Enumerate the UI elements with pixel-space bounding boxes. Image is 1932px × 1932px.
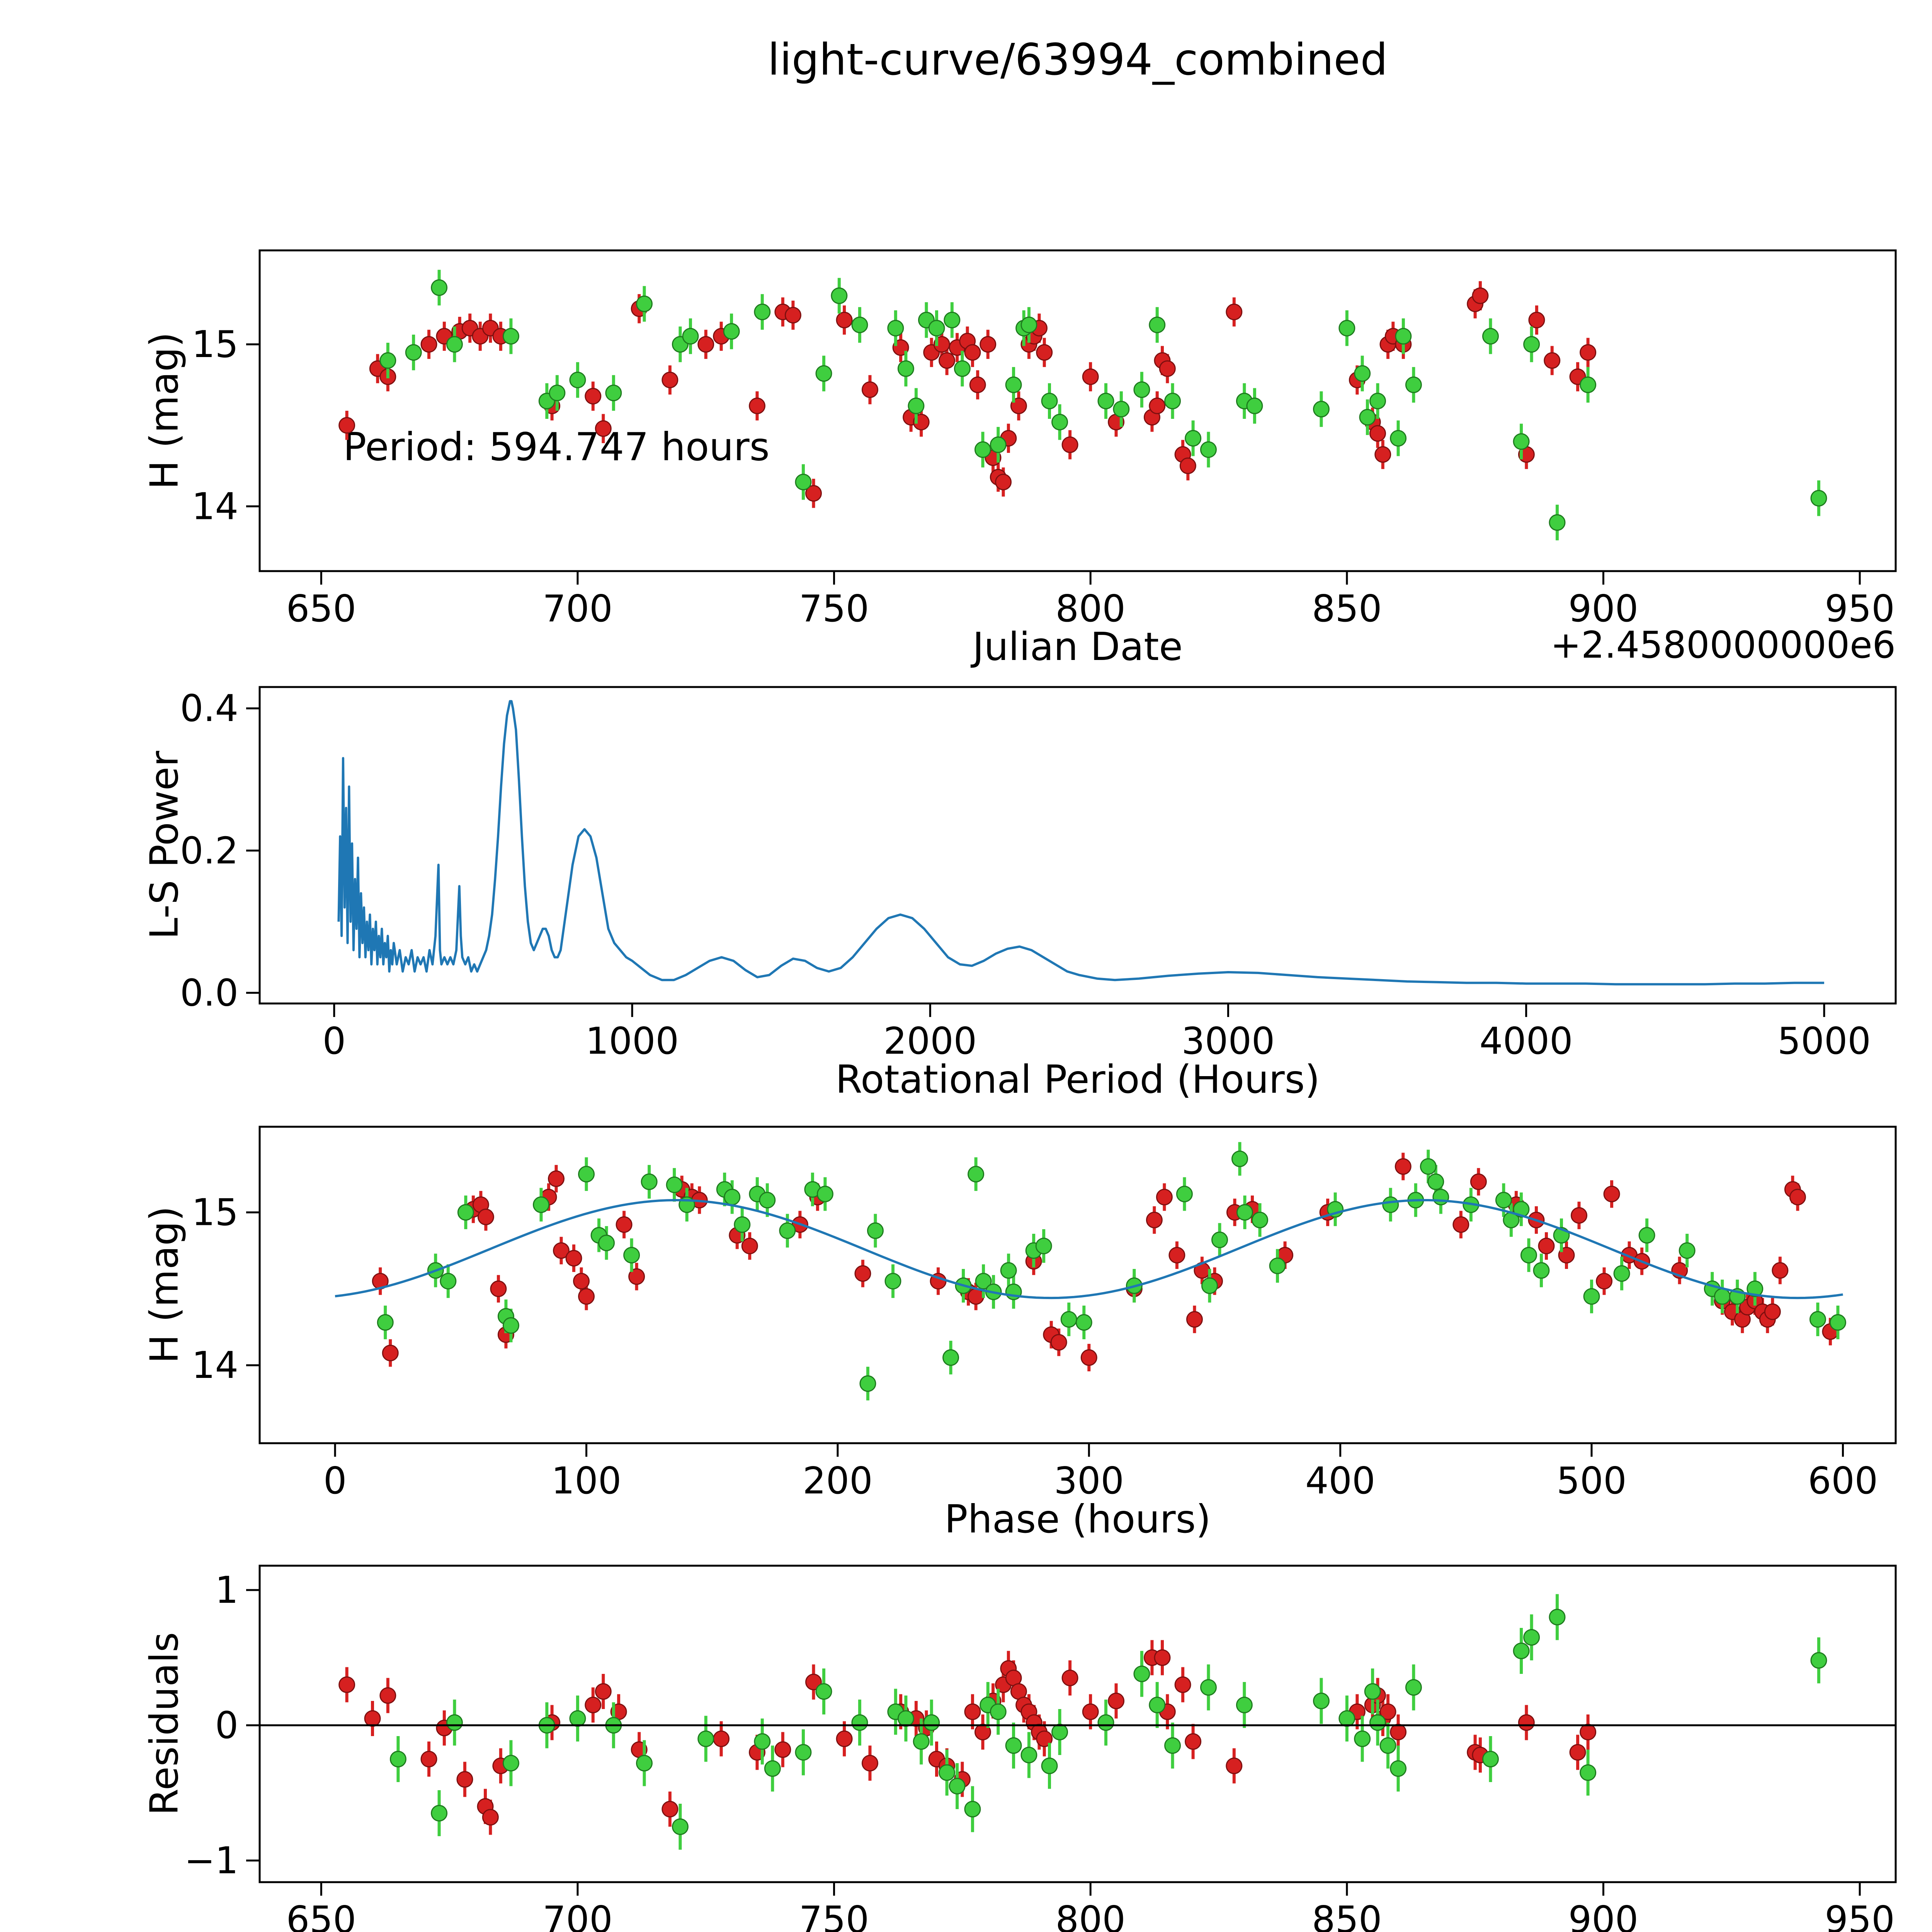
svg-text:14: 14 — [192, 485, 238, 528]
svg-text:800: 800 — [1056, 588, 1126, 630]
svg-text:3000: 3000 — [1182, 1020, 1275, 1063]
panel1-x-axis-label: Julian Date — [973, 624, 1183, 669]
svg-text:750: 750 — [799, 588, 869, 630]
svg-text:650: 650 — [286, 588, 356, 630]
svg-text:700: 700 — [543, 1899, 612, 1932]
svg-text:750: 750 — [799, 1899, 869, 1932]
svg-text:15: 15 — [192, 323, 238, 366]
svg-text:400: 400 — [1305, 1460, 1375, 1502]
svg-text:850: 850 — [1312, 588, 1382, 630]
panel1-x-axis-offset: +2.4580000000e6 — [1550, 624, 1896, 667]
svg-text:0: 0 — [323, 1460, 347, 1502]
svg-text:1: 1 — [215, 1569, 238, 1612]
svg-text:950: 950 — [1825, 1899, 1895, 1932]
svg-text:5000: 5000 — [1777, 1020, 1871, 1063]
svg-text:4000: 4000 — [1480, 1020, 1573, 1063]
svg-text:950: 950 — [1825, 588, 1895, 630]
svg-text:1000: 1000 — [585, 1020, 679, 1063]
svg-text:200: 200 — [803, 1460, 872, 1502]
svg-text:800: 800 — [1056, 1899, 1126, 1932]
svg-text:0: 0 — [215, 1704, 238, 1747]
panel3-x-axis-label: Phase (hours) — [944, 1497, 1211, 1542]
panel2-x-axis-label: Rotational Period (Hours) — [835, 1057, 1320, 1102]
svg-text:0.4: 0.4 — [180, 687, 238, 730]
svg-text:600: 600 — [1808, 1460, 1878, 1502]
svg-text:500: 500 — [1556, 1460, 1626, 1502]
svg-text:700: 700 — [543, 588, 612, 630]
svg-text:650: 650 — [286, 1899, 356, 1932]
svg-text:0.2: 0.2 — [180, 830, 238, 872]
svg-text:0.0: 0.0 — [180, 972, 238, 1014]
svg-text:900: 900 — [1568, 1899, 1638, 1932]
svg-text:300: 300 — [1054, 1460, 1124, 1502]
figure-title: light-curve/63994_combined — [767, 35, 1388, 85]
svg-text:−1: −1 — [184, 1840, 238, 1882]
svg-text:15: 15 — [192, 1192, 238, 1234]
svg-text:900: 900 — [1568, 588, 1638, 630]
svg-text:100: 100 — [551, 1460, 621, 1502]
period-annotation: Period: 594.747 hours — [343, 424, 770, 469]
svg-text:14: 14 — [192, 1344, 238, 1387]
svg-text:850: 850 — [1312, 1899, 1382, 1932]
svg-text:2000: 2000 — [883, 1020, 977, 1063]
svg-text:0: 0 — [323, 1020, 346, 1063]
